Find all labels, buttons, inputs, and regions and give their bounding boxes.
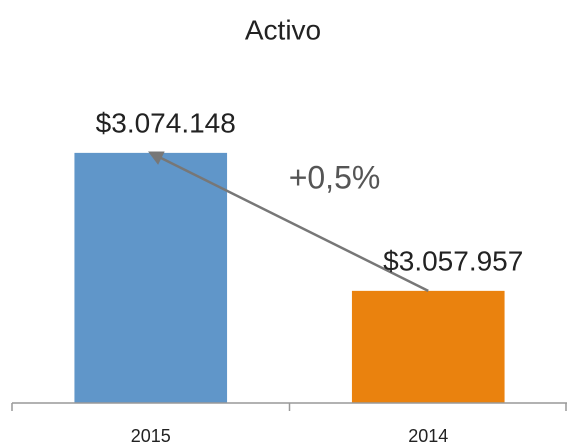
annotation: +0,5% [289, 159, 381, 195]
x-tick-label: 2015 [131, 426, 171, 446]
change-arrow [148, 151, 429, 292]
x-tick-label: 2014 [408, 426, 448, 446]
bar [351, 290, 505, 403]
bar [74, 152, 228, 403]
chart-title: Activo [245, 14, 321, 45]
value-label: $3.074.148 [96, 107, 236, 138]
value-label: $3.057.957 [383, 245, 523, 276]
